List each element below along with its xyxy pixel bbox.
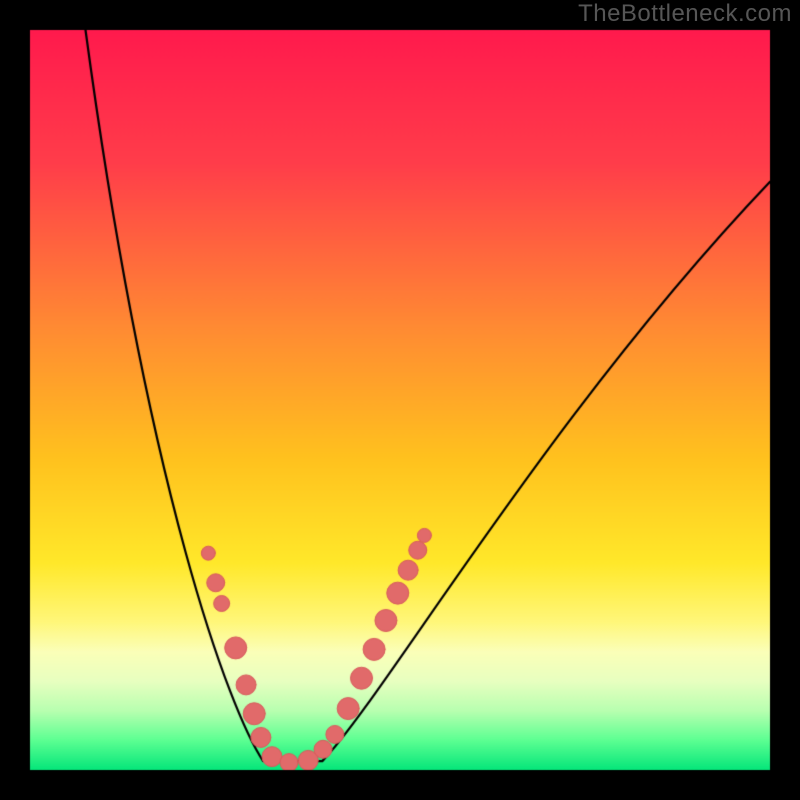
- watermark-text: TheBottleneck.com: [578, 0, 792, 28]
- bottleneck-v-curve-canvas: [0, 0, 800, 800]
- chart-root: TheBottleneck.com: [0, 0, 800, 800]
